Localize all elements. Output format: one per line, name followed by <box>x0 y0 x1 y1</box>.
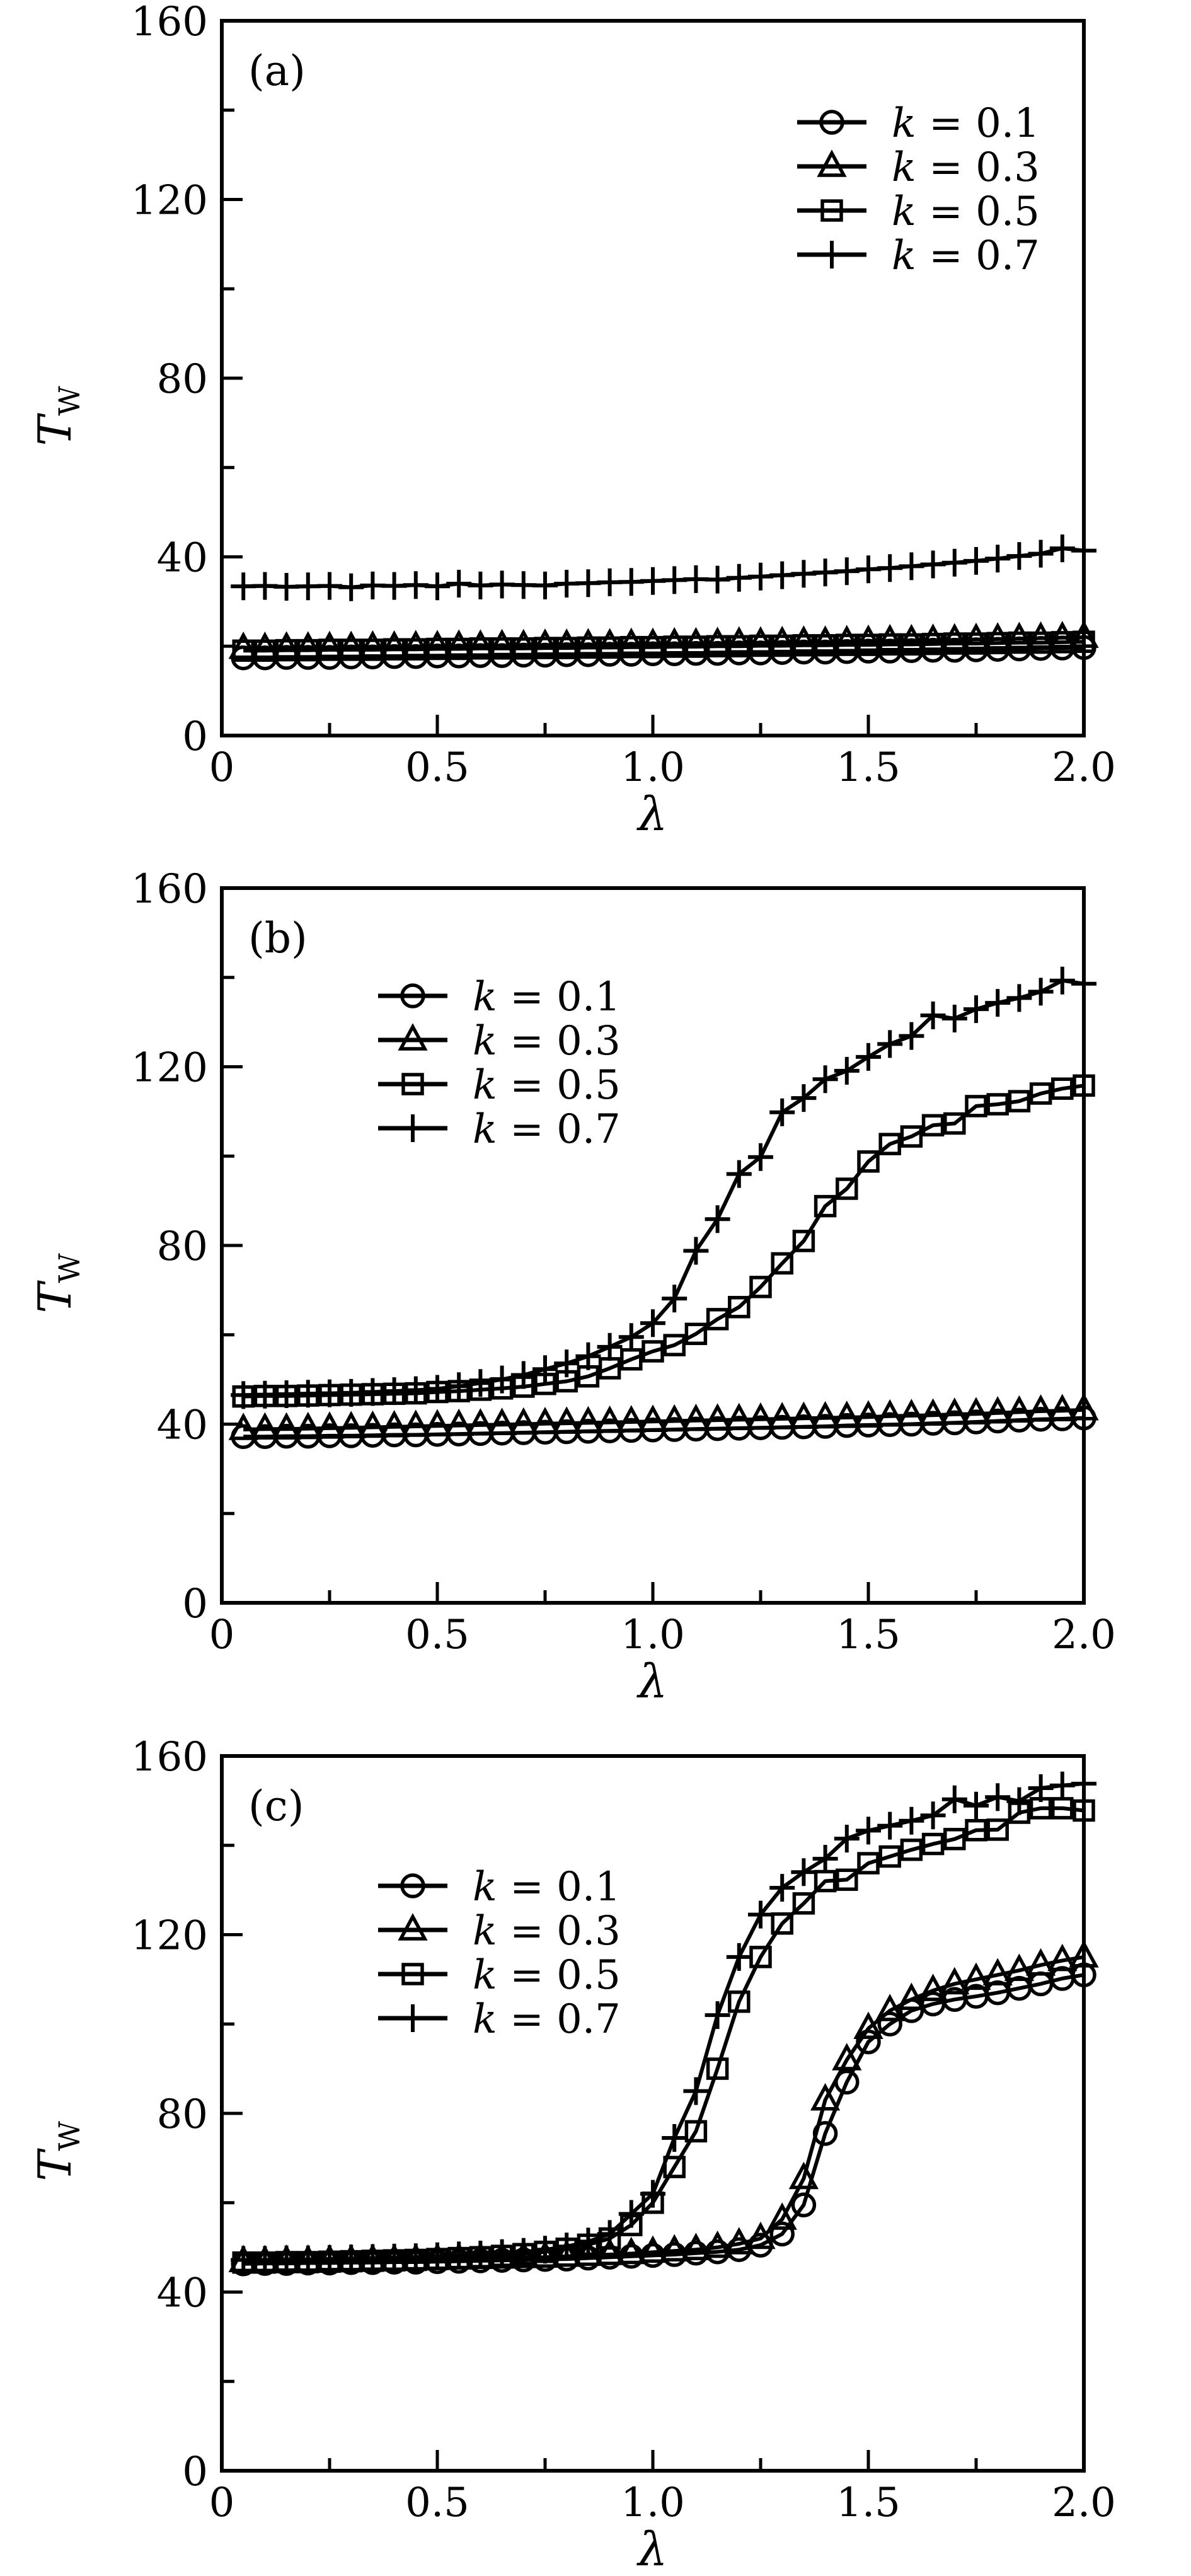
series-line <box>243 1407 1085 1431</box>
panel-label: (c) <box>248 1782 304 1830</box>
y-axis-label: TW <box>28 386 86 446</box>
legend-label: k = 0.5 <box>892 188 1040 235</box>
x-tick-label: 1.0 <box>621 1612 685 1658</box>
series-line <box>243 978 1085 1397</box>
x-tick-label: 0 <box>209 2480 235 2526</box>
plot-box <box>220 1754 1086 2473</box>
x-axis-label: λ <box>636 2522 668 2576</box>
y-tick-label: 120 <box>131 1045 208 1092</box>
legend: k = 0.1k = 0.3k = 0.5k = 0.7 <box>797 100 1040 279</box>
y-tick-label: 80 <box>157 1223 208 1270</box>
plot-box <box>220 19 1086 737</box>
series-k=0.7 <box>231 534 1096 601</box>
y-tick-label: 0 <box>182 1581 208 1627</box>
x-tick-label: 0.5 <box>405 2480 469 2526</box>
legend-label: k = 0.7 <box>473 1996 621 2043</box>
panel-label: (b) <box>248 914 308 962</box>
y-axis-label: TW <box>28 2121 86 2181</box>
x-tick-label: 1.0 <box>621 744 685 791</box>
axes: 0 40 80 120 160 0 0.5 1.0 1.5 2.0 <box>131 866 1116 1658</box>
y-tick-label: 80 <box>157 2091 208 2138</box>
legend-label: k = 0.3 <box>473 1018 621 1065</box>
series-line <box>243 1955 1085 2264</box>
y-tick-label: 40 <box>157 2270 208 2317</box>
y-tick-label: 160 <box>131 866 208 913</box>
series-k=0.5 <box>232 630 1095 662</box>
y-tick-label: 0 <box>182 2449 208 2495</box>
series-k=0.1 <box>231 1962 1096 2277</box>
y-tick-label: 120 <box>131 1913 208 1960</box>
x-tick-label: 0 <box>209 1612 235 1658</box>
y-tick-label: 120 <box>131 178 208 224</box>
legend-label: k = 0.7 <box>892 233 1040 279</box>
y-tick-label: 0 <box>182 713 208 760</box>
series-k=0.3 <box>228 1393 1099 1440</box>
x-tick-label: 1.5 <box>836 744 900 791</box>
x-axis-label: λ <box>636 1655 668 1709</box>
x-axis-label: λ <box>636 787 668 841</box>
series-k=0.5 <box>232 1797 1095 2274</box>
x-tick-label: 1.0 <box>621 2480 685 2526</box>
y-tick-label: 40 <box>157 1402 208 1449</box>
legend-label: k = 0.3 <box>892 144 1040 191</box>
x-tick-label: 0.5 <box>405 1612 469 1658</box>
series-line <box>243 1973 1085 2266</box>
legend-label: k = 0.1 <box>473 1864 621 1910</box>
series-k=0.5 <box>232 1074 1095 1408</box>
legend-label: k = 0.1 <box>892 100 1040 147</box>
axes: 0 40 80 120 160 0 0.5 1.0 1.5 2.0 <box>131 0 1116 791</box>
series-k=0.3 <box>228 1940 1099 2273</box>
legend: k = 0.1k = 0.3k = 0.5k = 0.7 <box>378 1864 621 2043</box>
x-tick-label: 1.5 <box>836 1612 900 1658</box>
axes: 0 40 80 120 160 0 0.5 1.0 1.5 2.0 <box>131 1734 1116 2526</box>
legend-label: k = 0.7 <box>473 1106 621 1153</box>
x-tick-label: 2.0 <box>1052 1612 1116 1658</box>
x-tick-label: 1.5 <box>836 2480 900 2526</box>
x-tick-label: 0.5 <box>405 744 469 791</box>
panel-label: (a) <box>248 47 306 95</box>
y-tick-label: 160 <box>131 0 208 45</box>
x-tick-label: 2.0 <box>1052 744 1116 791</box>
x-tick-label: 2.0 <box>1052 2480 1116 2526</box>
legend: k = 0.1k = 0.3k = 0.5k = 0.7 <box>378 974 621 1153</box>
legend-label: k = 0.5 <box>473 1062 621 1109</box>
series-k=0.7 <box>231 1769 1096 2274</box>
legend-label: k = 0.3 <box>473 1908 621 1955</box>
y-tick-label: 80 <box>157 356 208 403</box>
y-axis-label: TW <box>28 1253 86 1314</box>
plot-box <box>220 886 1086 1605</box>
legend-label: k = 0.5 <box>473 1952 621 1999</box>
x-tick-label: 0 <box>209 744 235 791</box>
series-k=0.7 <box>231 966 1096 1409</box>
y-tick-label: 40 <box>157 535 208 582</box>
y-tick-label: 160 <box>131 1734 208 1781</box>
legend-label: k = 0.1 <box>473 974 621 1020</box>
